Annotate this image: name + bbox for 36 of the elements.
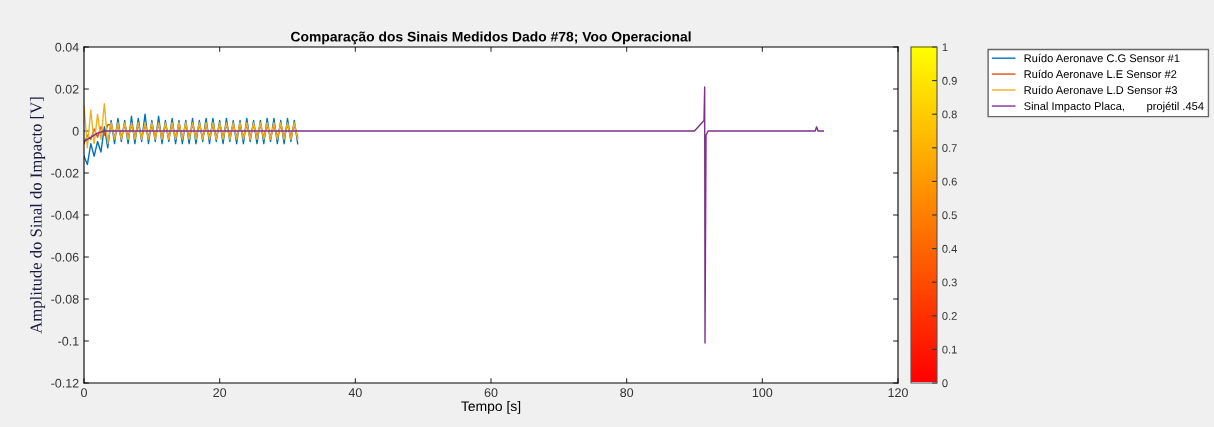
- y-tick-label: -0.1: [58, 336, 79, 346]
- x-tick-label: 40: [348, 388, 362, 398]
- color-bar-label: 0.6: [942, 177, 957, 186]
- color-bar-label: 0.3: [942, 278, 957, 287]
- x-tick-label: 80: [620, 388, 634, 398]
- y-tick-label: -0.12: [51, 378, 79, 388]
- y-tick-label: -0.04: [51, 210, 79, 220]
- y-tick-label: 0.02: [55, 84, 79, 94]
- line-series: [84, 86, 825, 344]
- y-tick-label: -0.08: [51, 294, 79, 304]
- x-tick-label: 0: [81, 388, 87, 398]
- color-bar-label: 0.7: [942, 144, 957, 152]
- color-bar-label: 0.9: [942, 76, 957, 85]
- color-bar-label: 0.2: [942, 312, 957, 320]
- color-bar-label: 0.8: [942, 110, 957, 119]
- legend-label: Ruído Aeronave C.G Sensor #1: [1024, 53, 1180, 63]
- legend-label: Ruído Aeronave L.E Sensor #2: [1024, 69, 1177, 79]
- y-tick-label: 0.04: [55, 42, 79, 52]
- y-tick-label: -0.02: [51, 168, 79, 178]
- x-axis-title: Tempo [s]: [461, 400, 521, 414]
- x-tick-label: 20: [213, 388, 227, 398]
- color-bar-label: 0.5: [942, 211, 957, 220]
- x-tick-label: 100: [752, 388, 773, 398]
- x-tick-label: 120: [888, 388, 908, 398]
- color-bar-label: 0.4: [942, 244, 957, 253]
- x-tick-label: 60: [484, 388, 498, 398]
- color-bar-label: 0.1: [942, 345, 957, 354]
- chart-title: Comparação dos Sinais Medidos Dado #78; Voo Operacional: [291, 31, 691, 45]
- y-axis-title: Amplitude do Sinal do Impacto [V]: [29, 97, 46, 334]
- line-series: [84, 103, 299, 149]
- legend-label: Ruído Aeronave L.D Sensor #3: [1024, 85, 1177, 94]
- y-tick-label: -0.06: [51, 252, 79, 262]
- legend-label: Sinal Impacto Placa, projétil .454: [1024, 101, 1204, 113]
- color-bar-label: 0: [942, 379, 948, 388]
- color-bar-label: 1: [942, 43, 948, 52]
- y-tick-label: 0: [72, 126, 79, 136]
